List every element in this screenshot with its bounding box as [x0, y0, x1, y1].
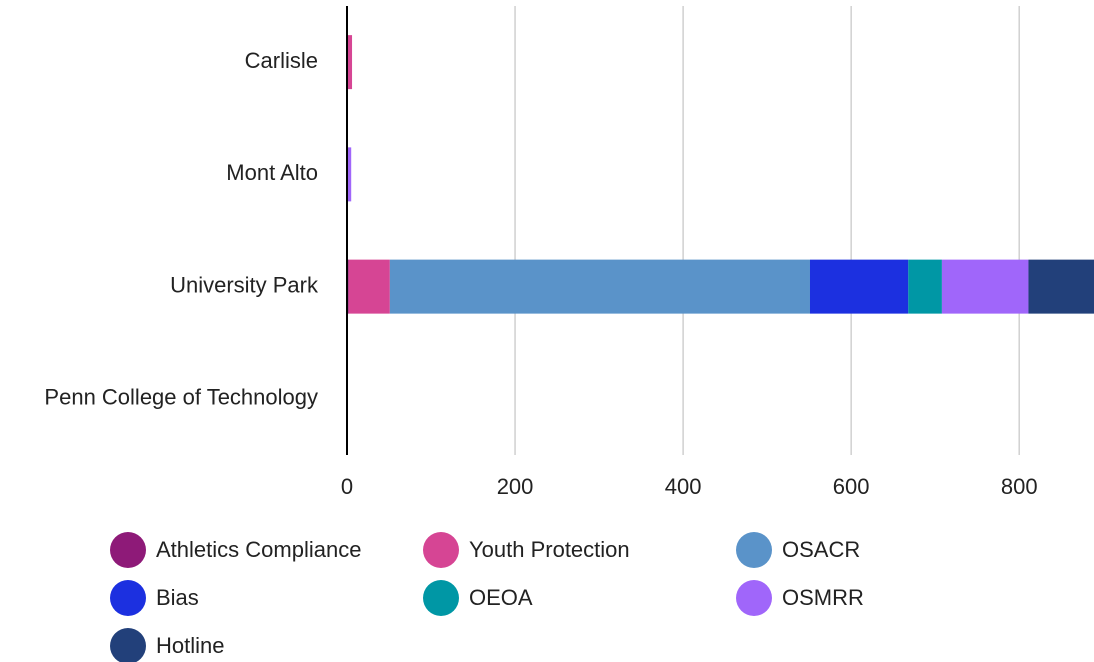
- legend-label: OEOA: [469, 585, 533, 610]
- bar-segment: [347, 147, 352, 202]
- bar-segment: [348, 259, 390, 314]
- bar-segment: [809, 259, 909, 314]
- y-tick-label: Carlisle: [245, 48, 318, 73]
- bar-segment: [1028, 259, 1094, 314]
- legend-label: Athletics Compliance: [156, 537, 361, 562]
- legend-swatch: [423, 580, 459, 616]
- x-tick-label: 0: [341, 474, 353, 499]
- legend-swatch: [736, 532, 772, 568]
- legend-label: Hotline: [156, 633, 224, 658]
- bar-segment: [389, 259, 810, 314]
- legend-swatch: [110, 532, 146, 568]
- bar-segment: [908, 259, 942, 314]
- legend-swatch: [110, 628, 146, 662]
- legend-label: Youth Protection: [469, 537, 630, 562]
- bar-segment: [347, 35, 353, 90]
- x-tick-label: 400: [665, 474, 702, 499]
- y-tick-label: Mont Alto: [226, 160, 318, 185]
- x-tick-label: 600: [833, 474, 870, 499]
- legend-label: OSACR: [782, 537, 860, 562]
- x-tick-label: 800: [1001, 474, 1038, 499]
- legend-swatch: [736, 580, 772, 616]
- y-tick-label: Penn College of Technology: [44, 385, 318, 410]
- x-tick-label: 200: [497, 474, 534, 499]
- legend-swatch: [423, 532, 459, 568]
- bar-segment: [941, 259, 1029, 314]
- legend-label: OSMRR: [782, 585, 864, 610]
- legend-swatch: [110, 580, 146, 616]
- legend-label: Bias: [156, 585, 199, 610]
- y-tick-label: University Park: [170, 272, 319, 297]
